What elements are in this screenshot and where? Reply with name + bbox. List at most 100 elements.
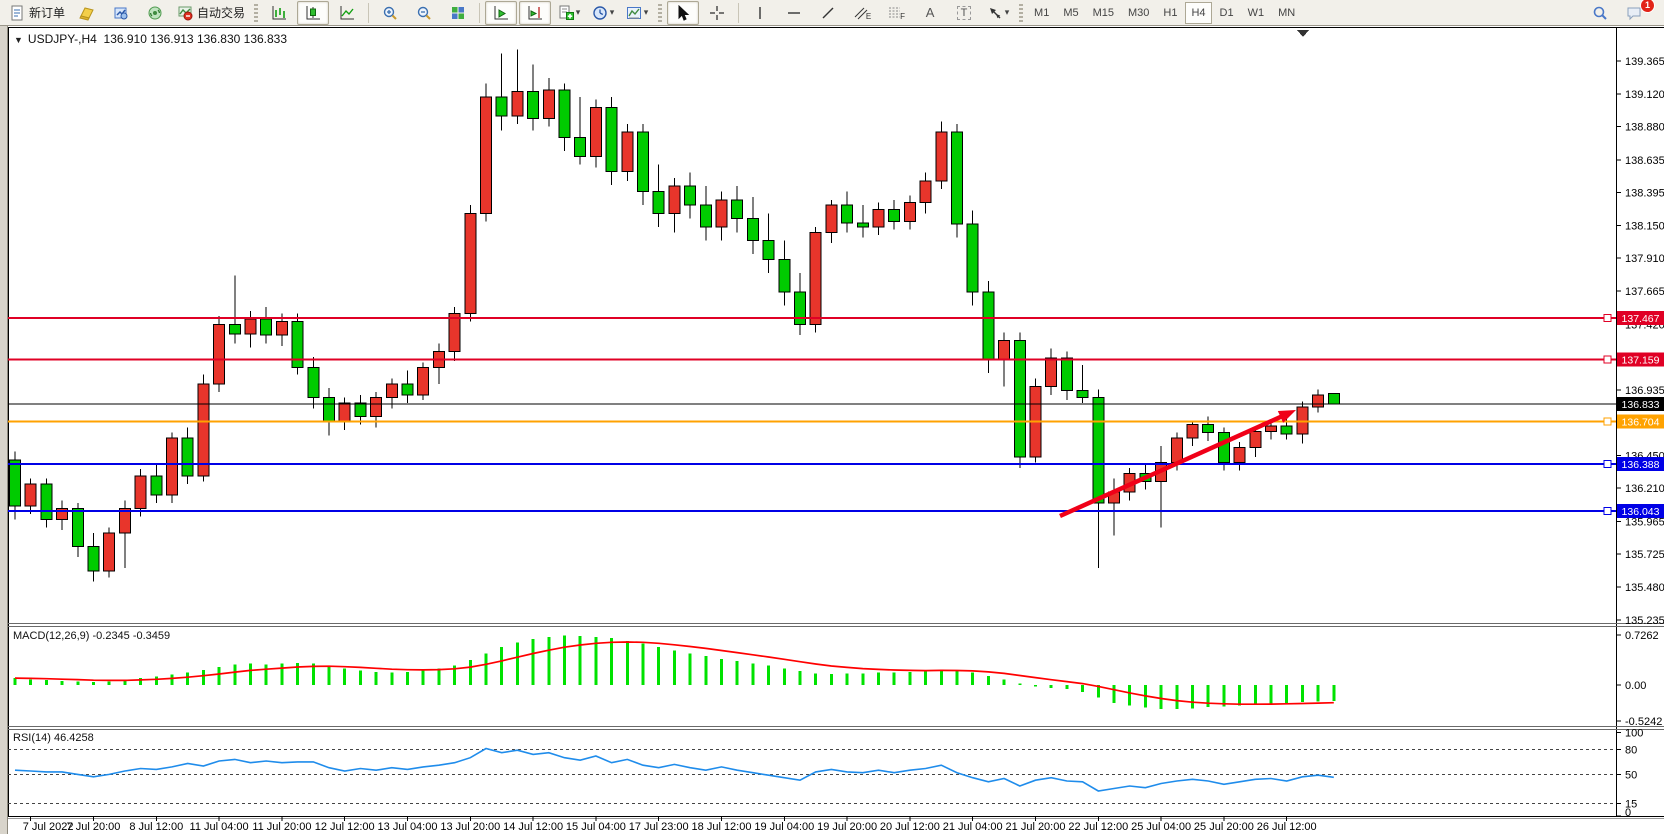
candle-body bbox=[228, 323, 241, 335]
market-watch-button[interactable] bbox=[105, 1, 137, 25]
price-badge bbox=[1617, 310, 1664, 325]
macd-histogram-bar bbox=[107, 681, 111, 685]
candle-body bbox=[841, 204, 854, 224]
vertical-line-tool-button[interactable] bbox=[744, 1, 776, 25]
equidistant-channel-icon bbox=[854, 7, 868, 19]
macd-axis-label: -0.5242 bbox=[1625, 716, 1662, 728]
macd-histogram-bar bbox=[1081, 685, 1085, 692]
price-badge-label: 136.043 bbox=[1622, 506, 1660, 518]
cursor-tool-button[interactable] bbox=[667, 0, 700, 25]
candle-body bbox=[1045, 357, 1058, 388]
line-chart-type-button[interactable] bbox=[331, 1, 363, 25]
timeframe-button-mn[interactable]: MN bbox=[1278, 6, 1296, 19]
periods-button[interactable]: ▾ bbox=[587, 1, 619, 25]
trend-arrow[interactable] bbox=[1059, 412, 1288, 519]
macd-histogram-bar bbox=[1096, 685, 1100, 698]
macd-histogram-bar bbox=[201, 669, 205, 685]
search-button[interactable] bbox=[1584, 1, 1616, 25]
macd-histogram-bar bbox=[233, 664, 237, 685]
trendline-icon bbox=[822, 7, 834, 18]
rsi-indicator-label: RSI(14) 46.4258 bbox=[13, 732, 94, 744]
timeframe-button-m5[interactable]: M5 bbox=[1063, 6, 1079, 19]
price-axis-label: 137.910 bbox=[1625, 253, 1664, 265]
chart-shift-marker[interactable] bbox=[1297, 30, 1309, 37]
macd-histogram-bar bbox=[264, 664, 268, 685]
collapse-triangle-icon[interactable]: ▼ bbox=[14, 35, 23, 45]
auto-scroll-icon bbox=[494, 5, 509, 19]
tile-windows-button[interactable] bbox=[442, 1, 474, 25]
macd-histogram-bar bbox=[1159, 685, 1163, 710]
equidistant-channel-tool-button[interactable]: E bbox=[846, 1, 878, 25]
macd-histogram-bar bbox=[437, 668, 441, 685]
macd-signal-line bbox=[14, 641, 1334, 706]
price-badge bbox=[1617, 352, 1664, 367]
candlestick-chart-type-button[interactable] bbox=[297, 0, 330, 25]
macd-histogram-bar bbox=[1253, 685, 1257, 705]
toolbar-grip bbox=[254, 3, 259, 22]
line-end-handle[interactable] bbox=[1603, 313, 1612, 322]
templates-button[interactable]: ▾ bbox=[621, 1, 653, 25]
timeframe-button-m30[interactable]: M30 bbox=[1128, 6, 1150, 19]
auto-scroll-button[interactable] bbox=[485, 0, 518, 25]
timeframe-button-h4[interactable]: H4 bbox=[1185, 1, 1212, 24]
toolbar-separator bbox=[738, 2, 740, 23]
line-end-handle[interactable] bbox=[1603, 417, 1612, 426]
price-axis-label: 138.150 bbox=[1625, 221, 1664, 233]
indicators-button[interactable]: ▾ bbox=[553, 1, 585, 25]
zoom-out-button[interactable] bbox=[408, 1, 440, 25]
price-chart-canvas[interactable]: 139.365 139.120 138.880 138.635 138.395 138.1… bbox=[0, 26, 1664, 834]
macd-histogram-bar bbox=[767, 665, 771, 685]
line-end-handle[interactable] bbox=[1603, 355, 1612, 364]
macd-histogram-bar bbox=[877, 672, 880, 685]
notifications-button[interactable]: 1 bbox=[1618, 0, 1655, 25]
zoom-in-button[interactable] bbox=[374, 1, 406, 25]
timeframe-button-h1[interactable]: H1 bbox=[1163, 6, 1178, 19]
macd-histogram-bar bbox=[1018, 683, 1022, 685]
chart-shift-button[interactable] bbox=[519, 0, 552, 25]
price-axis-label: 139.365 bbox=[1625, 56, 1664, 68]
price-badge bbox=[1617, 503, 1664, 518]
crosshair-tool-button[interactable] bbox=[701, 1, 733, 25]
candle-body bbox=[715, 199, 728, 228]
channel-tool-letter: E bbox=[865, 12, 872, 21]
fibonacci-tool-button[interactable]: F bbox=[880, 1, 912, 25]
time-axis-label: 17 Jul 23:00 bbox=[629, 821, 689, 833]
text-tool-button[interactable]: A bbox=[914, 1, 946, 25]
text-label-tool-button[interactable]: T bbox=[948, 1, 980, 25]
macd-histogram-bar bbox=[829, 673, 833, 685]
arrows-tool-button[interactable]: ▾ bbox=[982, 1, 1014, 25]
candle-body bbox=[1312, 394, 1325, 408]
timeframe-button-d1[interactable]: D1 bbox=[1219, 6, 1234, 19]
text-label-tool-icon: T bbox=[956, 5, 972, 20]
candle-body bbox=[338, 402, 351, 423]
macd-indicator-label: MACD(12,26,9) -0.2345 -0.3459 bbox=[13, 630, 170, 642]
candle-body bbox=[856, 222, 869, 228]
candle-body bbox=[56, 507, 69, 520]
horizontal-line-tool-button[interactable] bbox=[778, 1, 810, 25]
trend-arrow-head[interactable] bbox=[1277, 410, 1296, 423]
time-axis-label: 14 Jul 12:00 bbox=[503, 821, 563, 833]
candle-body bbox=[323, 396, 335, 423]
trendline-tool-button[interactable] bbox=[812, 1, 844, 25]
timeframe-button-m15[interactable]: M15 bbox=[1092, 6, 1114, 19]
new-order-button[interactable]: 新订单 bbox=[5, 1, 69, 25]
macd-histogram-bar bbox=[249, 663, 252, 685]
price-axis-label: 139.120 bbox=[1625, 89, 1664, 101]
timeframe-button-m1[interactable]: M1 bbox=[1034, 6, 1050, 19]
candle-body bbox=[1013, 340, 1026, 458]
auto-trading-button[interactable]: 自动交易 bbox=[173, 1, 249, 25]
navigator-button[interactable] bbox=[139, 1, 171, 25]
line-end-handle[interactable] bbox=[1603, 460, 1612, 469]
new-chart-button[interactable] bbox=[71, 1, 103, 25]
candle-body bbox=[778, 258, 791, 293]
candle-body bbox=[103, 532, 116, 572]
timeframe-button-w1[interactable]: W1 bbox=[1247, 6, 1265, 19]
macd-histogram-bar bbox=[374, 671, 378, 685]
bar-chart-type-button[interactable] bbox=[263, 1, 295, 25]
fibonacci-icon bbox=[889, 7, 901, 17]
time-axis-label: 19 Jul 20:00 bbox=[817, 821, 877, 833]
time-axis-label: 21 Jul 20:00 bbox=[1006, 821, 1066, 833]
macd-values: -0.2345 -0.3459 bbox=[92, 630, 171, 642]
line-end-handle[interactable] bbox=[1603, 506, 1612, 515]
